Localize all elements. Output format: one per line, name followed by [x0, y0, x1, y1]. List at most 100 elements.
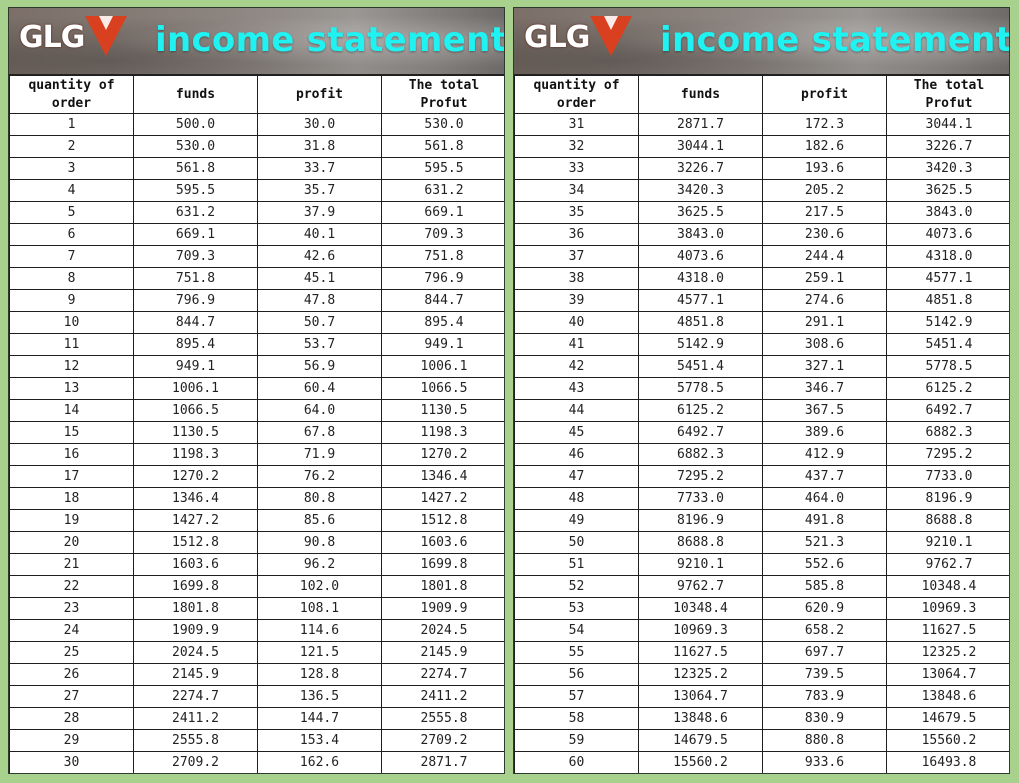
table-row: 40 4851.8 291.1 5142.9 — [514, 311, 1009, 334]
cell-total: 12325.2 — [886, 641, 1009, 664]
table-row: 27 2274.7 136.5 2411.2 — [9, 685, 504, 708]
cell-funds: 3226.7 — [638, 157, 763, 180]
cell-profit: 291.1 — [762, 311, 887, 334]
cell-profit: 552.6 — [762, 553, 887, 576]
cell-order: 1 — [9, 113, 134, 136]
cell-order: 34 — [514, 179, 639, 202]
cell-profit: 308.6 — [762, 333, 887, 356]
banner-title: income statement — [155, 20, 504, 60]
cell-total: 2024.5 — [381, 619, 504, 642]
orange-triangle-logo-mark-icon — [590, 16, 632, 56]
cell-order: 59 — [514, 729, 639, 752]
cell-total: 7295.2 — [886, 443, 1009, 466]
cell-funds: 4318.0 — [638, 267, 763, 290]
banner-title: income statement — [660, 20, 1009, 60]
table-header-row: quantity of order funds profit The total… — [9, 75, 504, 114]
table-row: 56 12325.2 739.5 13064.7 — [514, 663, 1009, 686]
cell-funds: 1909.9 — [133, 619, 258, 642]
cell-profit: 76.2 — [257, 465, 382, 488]
cell-funds: 7733.0 — [638, 487, 763, 510]
table-row: 4 595.5 35.7 631.2 — [9, 179, 504, 202]
table-row: 38 4318.0 259.1 4577.1 — [514, 267, 1009, 290]
cell-profit: 40.1 — [257, 223, 382, 246]
header-quantity-of-order: quantity of order — [9, 75, 134, 114]
cell-order: 11 — [9, 333, 134, 356]
cell-profit: 491.8 — [762, 509, 887, 532]
cell-funds: 4577.1 — [638, 289, 763, 312]
cell-profit: 346.7 — [762, 377, 887, 400]
cell-profit: 37.9 — [257, 201, 382, 224]
cell-order: 39 — [514, 289, 639, 312]
cell-total: 11627.5 — [886, 619, 1009, 642]
cell-total: 5451.4 — [886, 333, 1009, 356]
table-row: 48 7733.0 464.0 8196.9 — [514, 487, 1009, 510]
header-profit: profit — [257, 75, 382, 114]
cell-funds: 709.3 — [133, 245, 258, 268]
cell-funds: 14679.5 — [638, 729, 763, 752]
cell-total: 1066.5 — [381, 377, 504, 400]
cell-total: 2411.2 — [381, 685, 504, 708]
cell-profit: 50.7 — [257, 311, 382, 334]
cell-funds: 5142.9 — [638, 333, 763, 356]
cell-total: 3625.5 — [886, 179, 1009, 202]
cell-total: 2709.2 — [381, 729, 504, 752]
cell-funds: 949.1 — [133, 355, 258, 378]
cell-total: 631.2 — [381, 179, 504, 202]
table-row: 6 669.1 40.1 709.3 — [9, 223, 504, 246]
cell-order: 20 — [9, 531, 134, 554]
cell-funds: 631.2 — [133, 201, 258, 224]
cell-funds: 595.5 — [133, 179, 258, 202]
cell-funds: 1006.1 — [133, 377, 258, 400]
cell-order: 51 — [514, 553, 639, 576]
cell-funds: 500.0 — [133, 113, 258, 136]
cell-profit: 33.7 — [257, 157, 382, 180]
table-row: 9 796.9 47.8 844.7 — [9, 289, 504, 312]
cell-profit: 620.9 — [762, 597, 887, 620]
cell-profit: 389.6 — [762, 421, 887, 444]
table-row: 15 1130.5 67.8 1198.3 — [9, 421, 504, 444]
table-row: 39 4577.1 274.6 4851.8 — [514, 289, 1009, 312]
cell-funds: 3843.0 — [638, 223, 763, 246]
cell-profit: 53.7 — [257, 333, 382, 356]
cell-order: 35 — [514, 201, 639, 224]
cell-funds: 530.0 — [133, 135, 258, 158]
cell-total: 4851.8 — [886, 289, 1009, 312]
cell-profit: 327.1 — [762, 355, 887, 378]
cell-order: 58 — [514, 707, 639, 730]
cell-order: 45 — [514, 421, 639, 444]
cell-total: 8688.8 — [886, 509, 1009, 532]
logo-text: GLG — [19, 20, 85, 55]
cell-funds: 3420.3 — [638, 179, 763, 202]
orange-triangle-logo-mark-icon — [85, 16, 127, 56]
cell-order: 57 — [514, 685, 639, 708]
cell-total: 6882.3 — [886, 421, 1009, 444]
cell-total: 1130.5 — [381, 399, 504, 422]
cell-order: 60 — [514, 751, 639, 773]
cell-funds: 13064.7 — [638, 685, 763, 708]
table-row: 14 1066.5 64.0 1130.5 — [9, 399, 504, 422]
cell-order: 55 — [514, 641, 639, 664]
income-table: quantity of order funds profit The total… — [514, 75, 1009, 773]
cell-total: 530.0 — [381, 113, 504, 136]
cell-profit: 193.6 — [762, 157, 887, 180]
cell-profit: 880.8 — [762, 729, 887, 752]
cell-funds: 2145.9 — [133, 663, 258, 686]
cell-profit: 244.4 — [762, 245, 887, 268]
cell-order: 31 — [514, 113, 639, 136]
cell-profit: 217.5 — [762, 201, 887, 224]
cell-total: 15560.2 — [886, 729, 1009, 752]
cell-funds: 1130.5 — [133, 421, 258, 444]
table-row: 20 1512.8 90.8 1603.6 — [9, 531, 504, 554]
cell-profit: 259.1 — [762, 267, 887, 290]
cell-funds: 895.4 — [133, 333, 258, 356]
cell-order: 50 — [514, 531, 639, 554]
cell-order: 38 — [514, 267, 639, 290]
logo: GLG — [11, 10, 127, 72]
cell-total: 7733.0 — [886, 465, 1009, 488]
header-funds: funds — [133, 75, 258, 114]
cell-total: 1699.8 — [381, 553, 504, 576]
cell-order: 33 — [514, 157, 639, 180]
cell-profit: 30.0 — [257, 113, 382, 136]
cell-total: 1909.9 — [381, 597, 504, 620]
cell-funds: 2709.2 — [133, 751, 258, 773]
